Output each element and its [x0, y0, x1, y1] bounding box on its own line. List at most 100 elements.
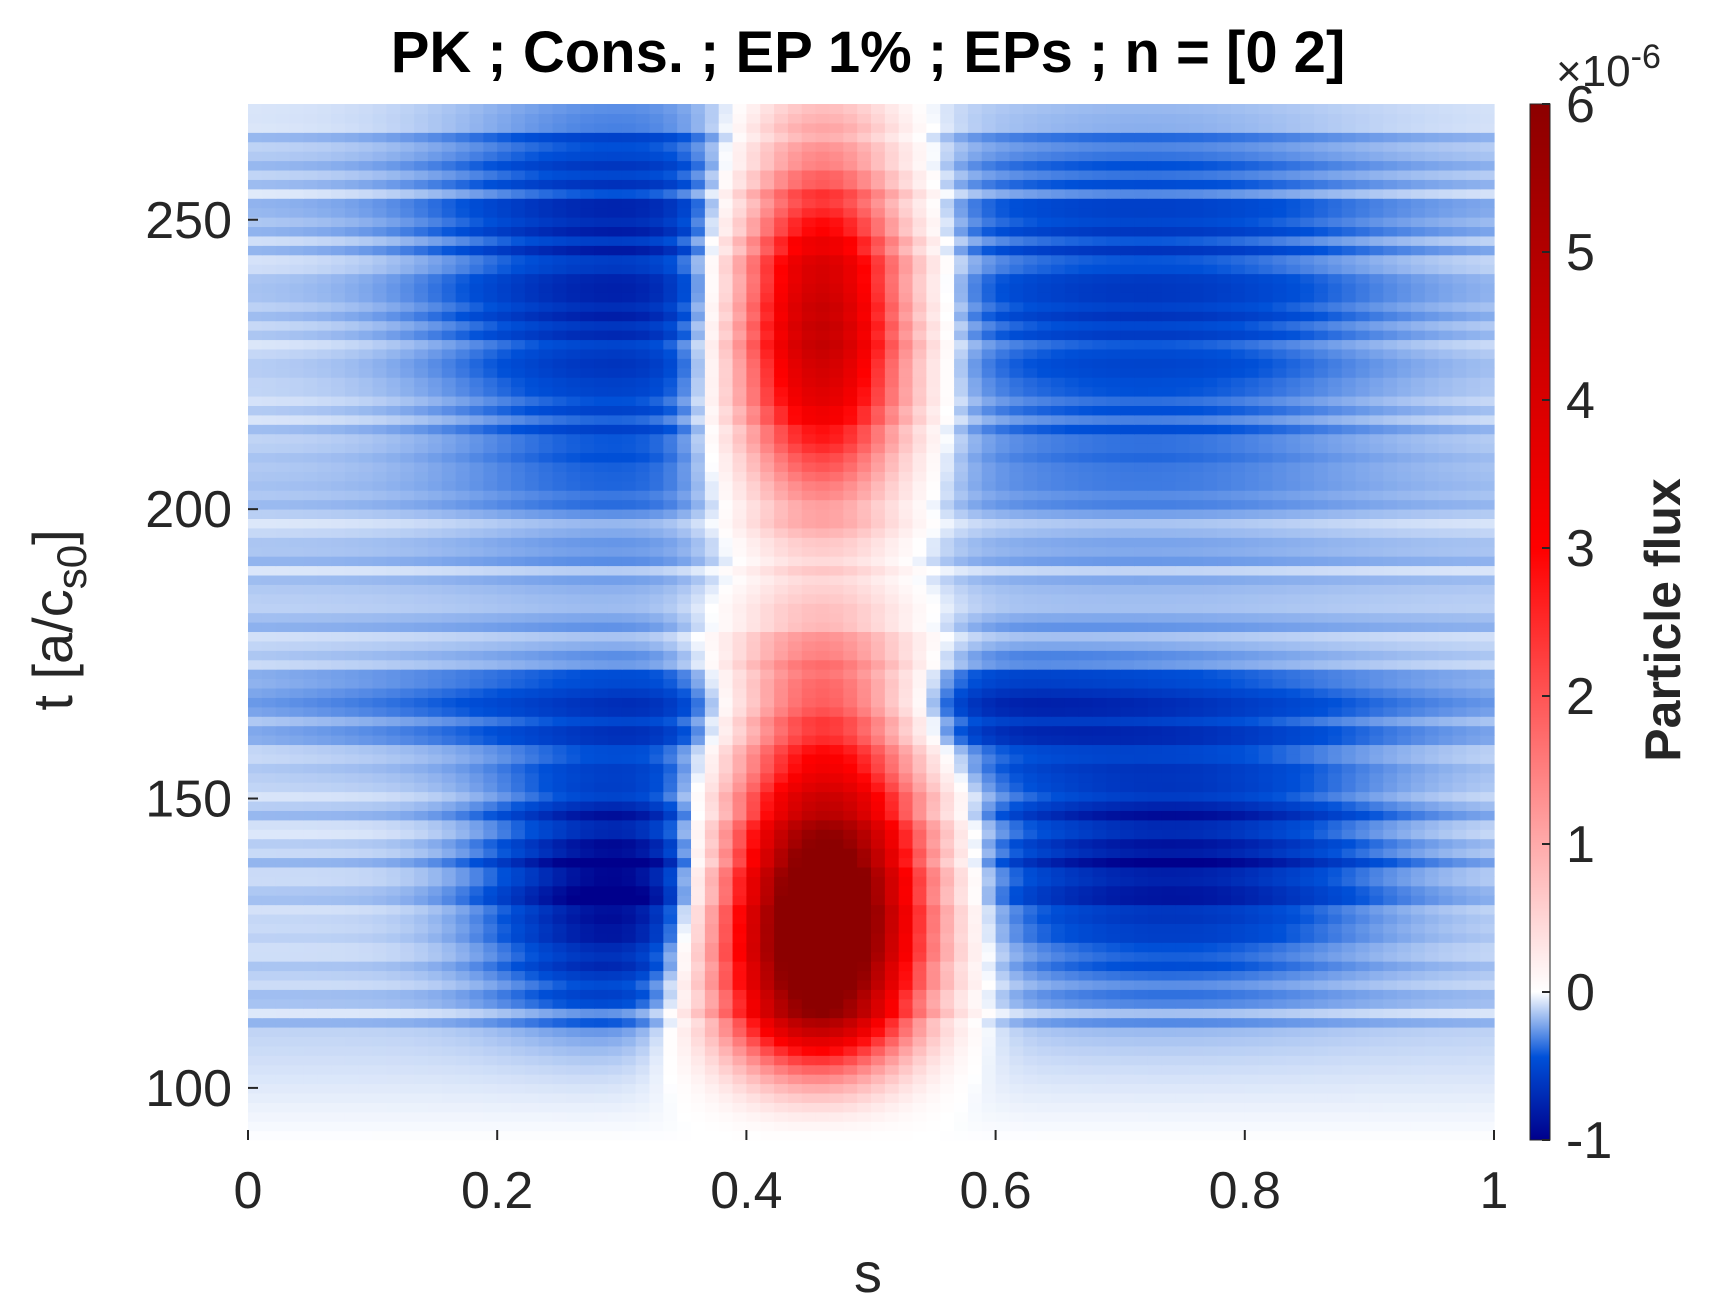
heatmap-cell: [1286, 640, 1301, 651]
heatmap-cell: [455, 866, 471, 877]
heatmap-cell: [1037, 678, 1052, 689]
heatmap-cell: [1189, 970, 1204, 981]
heatmap-cell: [1217, 791, 1232, 802]
heatmap-cell: [829, 866, 844, 877]
heatmap-cell: [427, 1026, 443, 1037]
heatmap-cell: [1161, 1111, 1177, 1122]
heatmap-cell: [1438, 1017, 1454, 1028]
heatmap-cell: [386, 669, 401, 680]
heatmap-cell: [954, 669, 969, 680]
heatmap-cell: [1120, 687, 1135, 698]
heatmap-cell: [483, 942, 498, 953]
heatmap-cell: [1258, 1045, 1274, 1056]
heatmap-cell: [635, 1111, 651, 1122]
heatmap-cell: [691, 725, 706, 736]
heatmap-cell: [1327, 876, 1343, 887]
heatmap-cell: [594, 876, 609, 887]
heatmap-cell: [524, 1026, 540, 1037]
heatmap-cell: [621, 838, 637, 849]
heatmap-cell: [344, 640, 360, 651]
heatmap-cell: [1092, 942, 1107, 953]
heatmap-cell: [524, 923, 540, 934]
heatmap-cell: [635, 819, 651, 830]
heatmap-cell: [358, 1045, 374, 1056]
heatmap-cell: [427, 838, 443, 849]
heatmap-cell: [1203, 791, 1218, 802]
heatmap-cell: [1217, 631, 1232, 642]
heatmap-cell: [1120, 782, 1135, 793]
heatmap-cell: [1244, 1008, 1260, 1019]
heatmap-cell: [704, 735, 720, 746]
heatmap-cell: [649, 1064, 664, 1075]
heatmap-cell: [289, 1111, 304, 1122]
heatmap-cell: [1452, 669, 1467, 680]
heatmap-cell: [400, 1045, 415, 1056]
heatmap-cell: [829, 961, 844, 972]
heatmap-cell: [732, 913, 747, 924]
heatmap-cell: [538, 631, 554, 642]
heatmap-cell: [774, 932, 789, 943]
heatmap-cell: [995, 716, 1011, 727]
heatmap-cell: [358, 1026, 374, 1037]
heatmap-cell: [607, 687, 623, 698]
heatmap-cell: [580, 659, 595, 670]
heatmap-cell: [607, 640, 623, 651]
heatmap-cell: [1314, 631, 1329, 642]
heatmap-cell: [954, 819, 969, 830]
heatmap-cell: [317, 1036, 332, 1047]
heatmap-cell: [580, 1008, 595, 1019]
heatmap-cell: [1286, 744, 1301, 755]
heatmap-cell: [261, 744, 277, 755]
heatmap-cell: [1341, 848, 1357, 859]
heatmap-cell: [1383, 716, 1398, 727]
heatmap-cell: [621, 678, 637, 689]
heatmap-cell: [538, 678, 554, 689]
heatmap-cell: [954, 782, 969, 793]
heatmap-cell: [677, 1092, 692, 1103]
heatmap-cell: [677, 989, 692, 1000]
heatmap-cell: [1023, 800, 1038, 811]
heatmap-cell: [898, 772, 914, 783]
heatmap-cell: [538, 1092, 554, 1103]
heatmap-cell: [940, 800, 955, 811]
heatmap-cell: [787, 631, 803, 642]
heatmap-cell: [1037, 1017, 1052, 1028]
heatmap-cell: [940, 866, 955, 877]
heatmap-cell: [926, 876, 941, 887]
heatmap-cell: [967, 772, 983, 783]
heatmap-cell: [1314, 716, 1329, 727]
heatmap-cell: [926, 782, 941, 793]
heatmap-cell: [995, 706, 1011, 717]
heatmap-cell: [967, 782, 983, 793]
heatmap-cell: [275, 1036, 291, 1047]
heatmap-cell: [566, 744, 581, 755]
heatmap-cell: [954, 791, 969, 802]
heatmap-cell: [580, 904, 595, 915]
heatmap-cell: [801, 942, 817, 953]
heatmap-cell: [469, 1074, 484, 1085]
heatmap-cell: [289, 763, 304, 774]
heatmap-cell: [511, 753, 526, 764]
heatmap-cell: [1147, 998, 1163, 1009]
heatmap-cell: [344, 659, 360, 670]
heatmap-cell: [1106, 1064, 1121, 1075]
heatmap-cell: [1189, 998, 1204, 1009]
heatmap-cell: [718, 697, 734, 708]
heatmap-cell: [995, 678, 1011, 689]
heatmap-cell: [289, 923, 304, 934]
heatmap-cell: [1134, 697, 1149, 708]
heatmap-cell: [760, 716, 775, 727]
heatmap-cell: [580, 1055, 595, 1066]
heatmap-cell: [801, 885, 817, 896]
heatmap-cell: [1078, 659, 1094, 670]
heatmap-cell: [441, 782, 457, 793]
heatmap-cell: [1064, 659, 1080, 670]
heatmap-cell: [1452, 1102, 1467, 1113]
heatmap-cell: [1286, 1026, 1301, 1037]
heatmap-cell: [1327, 885, 1343, 896]
heatmap-cell: [898, 866, 914, 877]
heatmap-cell: [1161, 951, 1177, 962]
heatmap-cell: [552, 895, 568, 906]
heatmap-cell: [857, 735, 872, 746]
heatmap-cell: [691, 1074, 706, 1085]
